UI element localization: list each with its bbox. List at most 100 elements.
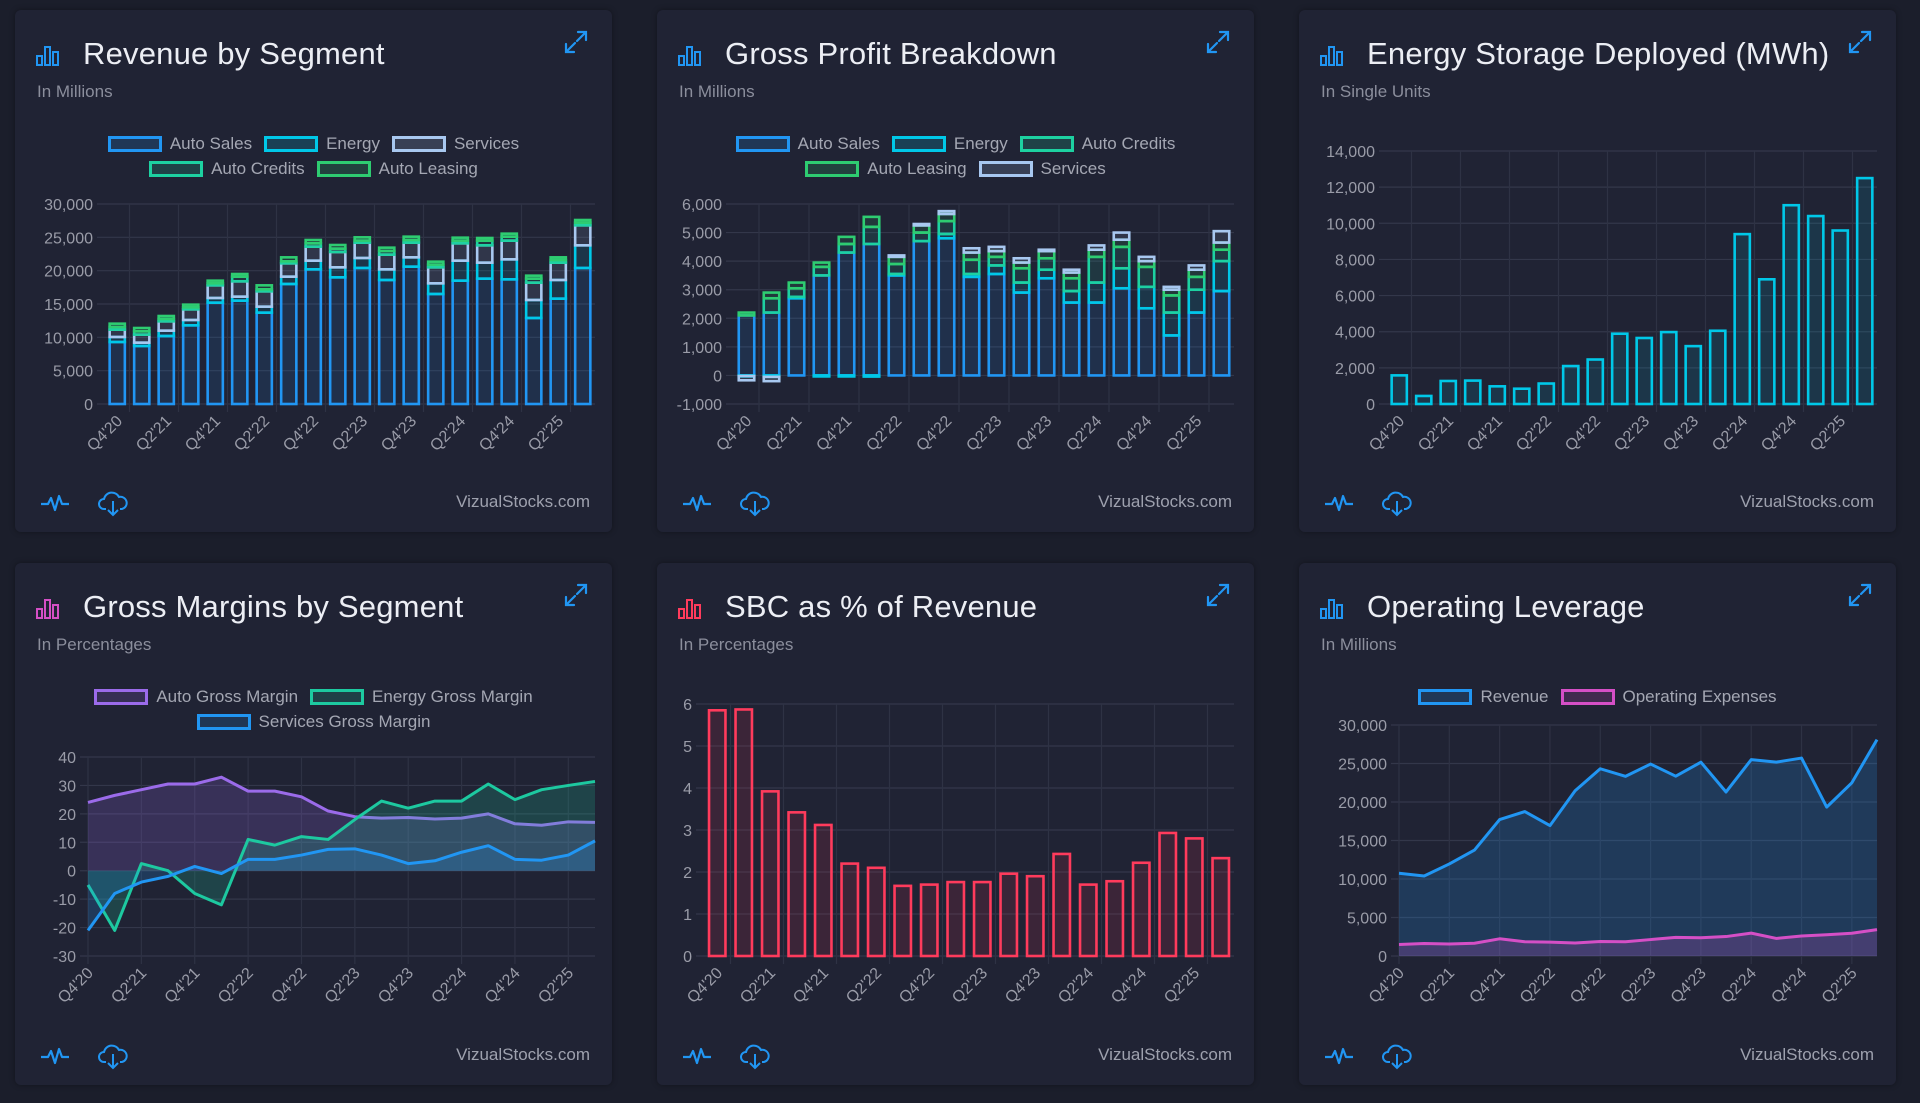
bar-segment[interactable] [255,311,274,406]
bar-segment[interactable] [987,245,1006,253]
series-line[interactable] [1398,738,1879,878]
bar-segment[interactable] [912,222,931,227]
bar-segment[interactable] [1078,883,1098,958]
bar-segment[interactable] [1162,285,1181,292]
bar-segment[interactable] [1463,379,1482,406]
bar-segment[interactable] [157,334,176,406]
bar-segment[interactable] [500,278,519,406]
bar-segment[interactable] [813,823,833,958]
cloud-download-icon[interactable] [97,488,129,518]
bar-segment[interactable] [402,241,421,259]
bar-segment[interactable] [1062,276,1081,293]
bar-segment[interactable] [206,301,225,406]
bar-segment[interactable] [475,277,494,406]
bar-segment[interactable] [402,265,421,406]
bar-segment[interactable] [451,236,470,242]
legend-item[interactable]: Services Gross Margin [196,712,430,732]
bar-segment[interactable] [328,276,347,406]
pulse-icon[interactable] [1323,1041,1355,1071]
bar-segment[interactable] [524,298,543,320]
bar-segment[interactable] [1162,334,1181,377]
bar-segment[interactable] [1087,281,1106,304]
bar-segment[interactable] [893,884,913,958]
bar-segment[interactable] [279,262,298,278]
bar-segment[interactable] [862,374,881,378]
bar-segment[interactable] [402,256,421,268]
legend-item[interactable]: Services [978,159,1106,179]
bar-segment[interactable] [734,708,754,958]
bar-segment[interactable] [377,268,396,282]
cloud-download-icon[interactable] [97,1041,129,1071]
bar-segment[interactable] [255,290,274,308]
bar-segment[interactable] [787,811,807,958]
expand-icon[interactable] [1846,28,1874,56]
bar-segment[interactable] [377,278,396,406]
bar-segment[interactable] [549,261,568,282]
bar-segment[interactable] [549,297,568,406]
expand-icon[interactable] [1846,581,1874,609]
bar-segment[interactable] [304,238,323,245]
bar-segment[interactable] [972,880,992,958]
bar-segment[interactable] [812,274,831,377]
bar-segment[interactable] [1037,248,1056,253]
bar-segment[interactable] [937,219,956,236]
bar-segment[interactable] [451,279,470,406]
bar-segment[interactable] [255,284,274,291]
bar-segment[interactable] [1184,837,1204,958]
legend-item[interactable]: Auto Leasing [805,159,967,179]
bar-segment[interactable] [1062,289,1081,304]
bar-segment[interactable] [887,274,906,377]
bar-segment[interactable] [1087,301,1106,377]
bar-segment[interactable] [549,278,568,300]
bar-segment[interactable] [426,260,445,266]
bar-segment[interactable] [1062,301,1081,377]
legend-item[interactable]: Auto Credits [149,159,305,179]
legend-item[interactable]: Auto Gross Margin [94,687,298,707]
bar-segment[interactable] [1087,255,1106,284]
bar-segment[interactable] [1012,291,1031,377]
bar-segment[interactable] [475,236,494,242]
bar-segment[interactable] [837,374,856,378]
bar-segment[interactable] [762,375,781,383]
bar-segment[interactable] [737,314,756,377]
bar-segment[interactable] [1390,374,1409,406]
brand-link[interactable]: VizualStocks.com [1098,492,1232,511]
bar-segment[interactable] [1610,332,1629,406]
bar-segment[interactable] [1025,874,1045,958]
bar-segment[interactable] [762,291,781,300]
expand-icon[interactable] [562,28,590,56]
bar-segment[interactable] [206,279,225,285]
legend-item[interactable]: Energy [264,134,380,154]
bar-segment[interactable] [1187,275,1206,292]
bar-segment[interactable] [426,292,445,406]
bar-segment[interactable] [353,266,372,406]
legend-item[interactable]: Operating Expenses [1560,687,1777,707]
bar-segment[interactable] [1087,244,1106,252]
bar-segment[interactable] [377,253,396,271]
cloud-download-icon[interactable] [1381,1041,1413,1071]
bar-segment[interactable] [962,258,981,276]
bar-segment[interactable] [328,250,347,269]
bar-segment[interactable] [1537,382,1556,406]
bar-segment[interactable] [1105,879,1125,958]
bar-segment[interactable] [132,344,151,406]
bar-segment[interactable] [762,311,781,377]
bar-segment[interactable] [500,258,519,281]
legend-item[interactable]: Energy Gross Margin [310,687,533,707]
series-line[interactable] [86,839,596,932]
bar-segment[interactable] [987,272,1006,377]
bar-segment[interactable] [1439,379,1458,406]
cloud-download-icon[interactable] [739,488,771,518]
bar-segment[interactable] [524,281,543,302]
legend-item[interactable]: Auto Leasing [316,159,478,179]
pulse-icon[interactable] [681,1041,713,1071]
bar-segment[interactable] [475,244,494,264]
bar-segment[interactable] [1137,285,1156,310]
cloud-download-icon[interactable] [1381,488,1413,518]
bar-segment[interactable] [304,259,323,271]
pulse-icon[interactable] [39,488,71,518]
legend-item[interactable]: Auto Sales [107,134,252,154]
bar-segment[interactable] [1012,256,1031,264]
bar-segment[interactable] [1561,364,1580,406]
bar-segment[interactable] [181,303,200,309]
